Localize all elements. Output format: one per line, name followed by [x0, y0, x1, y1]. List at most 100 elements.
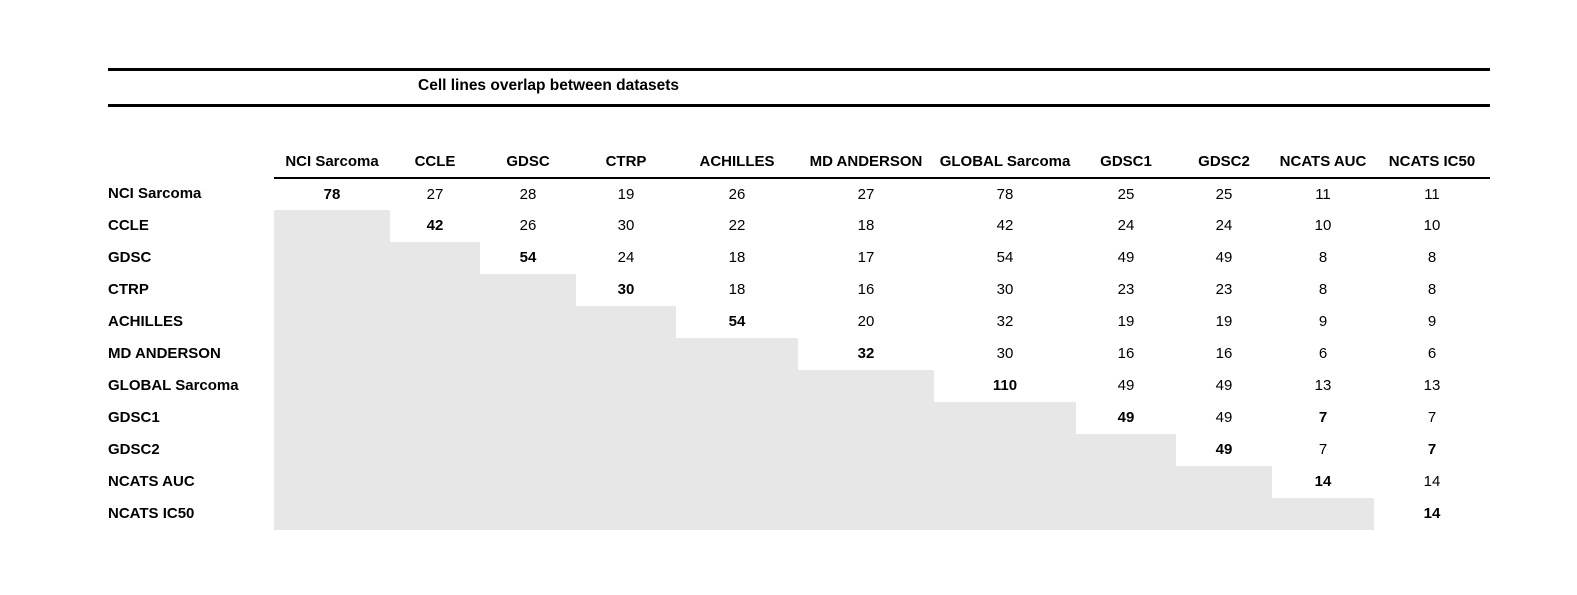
table-row-ccle: CCLE 42 26 30 22 18 42 24 24 10 10 — [108, 209, 1490, 242]
overlap-value-cell: 8 — [1427, 281, 1437, 299]
shaded-empty-cell — [274, 241, 390, 274]
overlap-value-cell: 54 — [996, 249, 1014, 267]
shaded-empty-cell — [390, 497, 480, 530]
overlap-value-cell: 42 — [426, 217, 444, 235]
overlap-value-cell: 30 — [617, 217, 635, 235]
overlap-value-cell: 24 — [1117, 217, 1135, 235]
shaded-empty-cell — [1176, 465, 1272, 498]
overlap-value-cell: 32 — [996, 313, 1014, 331]
shaded-empty-cell — [676, 337, 798, 370]
overlap-value-cell: 6 — [1427, 345, 1437, 363]
shaded-empty-cell — [274, 273, 390, 306]
overlap-value-cell: 78 — [996, 185, 1014, 203]
shaded-empty-cell — [274, 337, 390, 370]
shaded-empty-cell — [934, 433, 1076, 466]
column-header-gdsc1: GDSC1 — [1076, 150, 1176, 179]
shaded-empty-cell — [798, 401, 934, 434]
column-header-ncats-auc: NCATS AUC — [1272, 150, 1374, 179]
table-row-gdsc2: GDSC2 49 7 7 — [108, 433, 1490, 466]
overlap-table: NCI Sarcoma CCLE GDSC CTRP ACHILLES MD ANDERS… — [108, 150, 1490, 530]
shaded-empty-cell — [798, 369, 934, 402]
overlap-value-cell: 7 — [1427, 409, 1437, 427]
shaded-empty-cell — [274, 369, 390, 402]
overlap-value-cell: 7 — [1318, 441, 1328, 459]
column-header-gdsc: GDSC — [480, 150, 576, 179]
overlap-value-cell: 16 — [1215, 345, 1233, 363]
overlap-value-cell: 10 — [1314, 217, 1332, 235]
row-header-ncats-ic50: NCATS IC50 — [108, 505, 195, 523]
overlap-value-cell: 14 — [1423, 505, 1441, 523]
overlap-value-cell: 49 — [1215, 441, 1233, 459]
overlap-value-cell: 26 — [519, 217, 537, 235]
overlap-value-cell: 13 — [1314, 377, 1332, 395]
overlap-table-figure: Cell lines overlap between datasets — [108, 68, 1490, 530]
shaded-empty-cell — [480, 305, 576, 338]
shaded-empty-cell — [676, 401, 798, 434]
shaded-empty-cell — [676, 465, 798, 498]
shaded-empty-cell — [576, 433, 676, 466]
shaded-empty-cell — [390, 337, 480, 370]
overlap-value-cell: 8 — [1318, 281, 1328, 299]
overlap-value-cell: 9 — [1318, 313, 1328, 331]
overlap-value-cell: 25 — [1215, 185, 1233, 203]
overlap-value-cell: 19 — [1117, 313, 1135, 331]
overlap-value-cell: 20 — [857, 313, 875, 331]
shaded-empty-cell — [390, 273, 480, 306]
shaded-empty-cell — [1176, 497, 1272, 530]
overlap-value-cell: 9 — [1427, 313, 1437, 331]
overlap-value-cell: 24 — [1215, 217, 1233, 235]
overlap-table-header: NCI Sarcoma CCLE GDSC CTRP ACHILLES MD ANDERS… — [108, 150, 1490, 179]
overlap-value-cell: 78 — [323, 185, 341, 203]
shaded-empty-cell — [390, 241, 480, 274]
overlap-value-cell: 11 — [1424, 185, 1440, 203]
column-header-ctrp: CTRP — [576, 150, 676, 179]
overlap-value-cell: 13 — [1423, 377, 1441, 395]
column-header-md-anderson: MD ANDERSON — [798, 150, 934, 179]
shaded-empty-cell — [274, 433, 390, 466]
row-header-nci-sarcoma: NCI Sarcoma — [108, 185, 202, 203]
shaded-empty-cell — [480, 369, 576, 402]
shaded-empty-cell — [1076, 497, 1176, 530]
column-header-global-sarcoma: GLOBAL Sarcoma — [934, 150, 1076, 179]
overlap-value-cell: 14 — [1314, 473, 1332, 491]
shaded-empty-cell — [676, 433, 798, 466]
row-header-ccle: CCLE — [108, 217, 149, 235]
overlap-value-cell: 27 — [426, 185, 444, 203]
column-header-nci-sarcoma: NCI Sarcoma — [274, 150, 390, 179]
shaded-empty-cell — [480, 273, 576, 306]
shaded-empty-cell — [1272, 497, 1374, 530]
shaded-empty-cell — [274, 305, 390, 338]
shaded-empty-cell — [1076, 465, 1176, 498]
table-row-ctrp: CTRP 30 18 16 30 23 23 8 8 — [108, 273, 1490, 306]
table-title-band: Cell lines overlap between datasets — [108, 68, 1490, 107]
overlap-value-cell: 16 — [1117, 345, 1135, 363]
overlap-value-cell: 10 — [1423, 217, 1441, 235]
table-row-md-anderson: MD ANDERSON 32 30 16 16 6 6 — [108, 337, 1490, 370]
overlap-value-cell: 7 — [1427, 441, 1437, 459]
overlap-value-cell: 49 — [1215, 249, 1233, 267]
column-header-ccle: CCLE — [390, 150, 480, 179]
table-title: Cell lines overlap between datasets — [418, 77, 680, 94]
overlap-value-cell: 18 — [728, 249, 746, 267]
table-row-gdsc: GDSC 54 24 18 17 54 49 49 8 8 — [108, 241, 1490, 274]
shaded-empty-cell — [480, 465, 576, 498]
overlap-value-cell: 54 — [519, 249, 537, 267]
shaded-empty-cell — [390, 305, 480, 338]
overlap-value-cell: 23 — [1215, 281, 1233, 299]
shaded-empty-cell — [390, 401, 480, 434]
shaded-empty-cell — [274, 465, 390, 498]
shaded-empty-cell — [274, 401, 390, 434]
row-header-ctrp: CTRP — [108, 281, 149, 299]
shaded-empty-cell — [676, 369, 798, 402]
row-header-global-sarcoma: GLOBAL Sarcoma — [108, 377, 239, 395]
row-header-achilles: ACHILLES — [108, 313, 183, 331]
overlap-value-cell: 27 — [857, 185, 875, 203]
shaded-empty-cell — [798, 433, 934, 466]
overlap-value-cell: 30 — [996, 281, 1014, 299]
shaded-empty-cell — [390, 465, 480, 498]
shaded-empty-cell — [798, 497, 934, 530]
overlap-value-cell: 26 — [728, 185, 746, 203]
shaded-empty-cell — [576, 497, 676, 530]
shaded-empty-cell — [798, 465, 934, 498]
overlap-value-cell: 19 — [1215, 313, 1233, 331]
